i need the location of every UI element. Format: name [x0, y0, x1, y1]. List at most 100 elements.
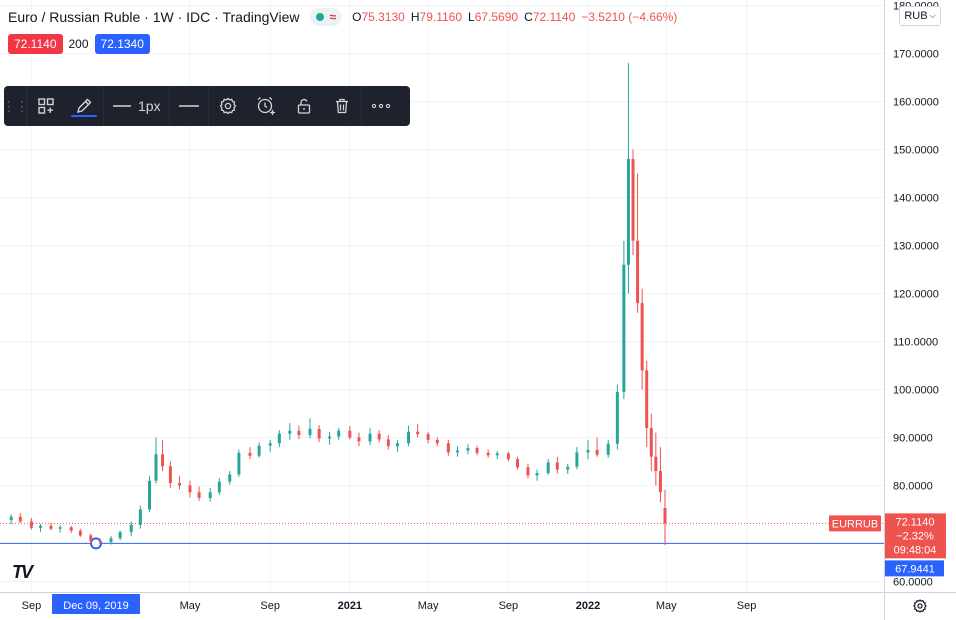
candle-body — [308, 428, 312, 436]
currency-select[interactable]: RUB ⌵ — [899, 6, 941, 26]
candle-body — [649, 427, 653, 457]
spread-value: 200 — [68, 37, 89, 51]
toolbar-divider — [103, 86, 104, 126]
candle — [18, 512, 22, 523]
tradingview-logo[interactable]: TV — [12, 562, 33, 582]
symbol-tag: EURRUB — [832, 518, 878, 530]
toolbar-divider — [168, 86, 170, 126]
symbol-tag-bg — [829, 515, 881, 532]
candle — [58, 525, 62, 533]
candle-body — [288, 430, 292, 434]
candle-body — [368, 433, 372, 442]
candle — [475, 445, 479, 456]
line-style-button[interactable] — [170, 86, 208, 126]
candle-body — [555, 462, 559, 470]
candle — [138, 505, 142, 529]
chart-settings-button[interactable] — [910, 596, 930, 616]
time-tick-label: May — [180, 600, 201, 612]
candle-body — [654, 456, 658, 472]
market-status-pill[interactable]: ≈ — [309, 8, 343, 26]
low-label: L — [468, 10, 475, 24]
candle — [566, 463, 570, 474]
symbol-title[interactable]: Euro / Russian Ruble · 1W · IDC · Tradin… — [8, 9, 300, 25]
chevron-down-icon: ⌵ — [929, 11, 936, 20]
price-tick-label: 100.0000 — [893, 385, 939, 397]
price-tick-label: 80.0000 — [893, 481, 933, 493]
candle-body — [168, 466, 172, 484]
candle — [386, 435, 390, 450]
more-button[interactable] — [362, 86, 400, 126]
candle — [663, 489, 667, 546]
candle — [49, 522, 53, 531]
candle — [268, 439, 272, 452]
line-anchor-handle[interactable] — [90, 537, 102, 550]
drag-handle-icon[interactable]: ⋮⋮ — [2, 97, 29, 114]
candle — [654, 432, 658, 486]
add-alert-button[interactable] — [247, 86, 285, 126]
candle — [546, 459, 550, 475]
candle-body — [109, 538, 113, 543]
candle-body — [337, 430, 341, 437]
candle — [357, 432, 361, 447]
line-width-button[interactable]: 1px — [104, 86, 169, 126]
candle — [407, 425, 411, 447]
candle-body — [636, 240, 640, 304]
candle-body — [277, 433, 281, 444]
candle — [308, 418, 312, 439]
crosshair-date-bg — [52, 594, 140, 614]
candle — [426, 431, 430, 444]
price-tick-label: 60.0000 — [893, 577, 933, 589]
last-change-label: −2.32% — [896, 530, 934, 542]
candle — [277, 430, 281, 448]
candle — [217, 478, 221, 496]
candle-body — [348, 430, 352, 438]
alarm-clock-plus-icon — [257, 96, 275, 115]
price-tick-label: 140.0000 — [893, 193, 939, 205]
candle — [626, 63, 630, 294]
candle-body — [328, 436, 332, 439]
candle — [348, 425, 352, 440]
candle — [368, 427, 372, 446]
toolbar-divider — [207, 86, 209, 126]
candle-body — [416, 431, 420, 435]
candle — [622, 240, 626, 400]
delete-button[interactable] — [323, 86, 361, 126]
candle — [98, 538, 102, 545]
candle-body — [39, 525, 43, 528]
line-color-button[interactable] — [65, 86, 103, 126]
candle-body — [154, 454, 158, 481]
time-tick-label: Sep — [22, 600, 42, 612]
candle — [328, 431, 332, 445]
candle — [39, 523, 43, 533]
candle — [516, 456, 520, 470]
candle — [78, 528, 82, 537]
candle-body — [217, 481, 221, 493]
price-tick-label: 170.0000 — [893, 49, 939, 61]
change-value: −3.5210 (−4.66%) — [581, 10, 678, 24]
settings-button[interactable] — [209, 86, 247, 126]
candle-body — [506, 453, 510, 460]
candle-body — [466, 448, 470, 451]
candle — [188, 480, 192, 498]
candle — [337, 427, 341, 441]
buy-button[interactable]: 72.1340 — [94, 34, 150, 54]
candlestick-series — [0, 63, 884, 546]
line-style-icon — [178, 105, 199, 107]
unlock-icon — [297, 98, 310, 114]
candle-body — [395, 443, 399, 447]
countdown-label: 09:48:04 — [894, 544, 937, 556]
candle-body — [89, 535, 93, 542]
currency-label: RUB — [904, 10, 928, 22]
pencil-icon — [77, 98, 92, 113]
lock-button[interactable] — [285, 86, 323, 126]
templates-icon — [38, 98, 54, 114]
candle — [649, 413, 653, 472]
price-tick-label: 160.0000 — [893, 97, 939, 109]
candle — [606, 439, 610, 458]
high-label: H — [410, 10, 420, 24]
sell-button[interactable]: 72.1140 — [8, 34, 63, 54]
candle-body — [129, 524, 133, 533]
candle — [178, 475, 182, 490]
templates-button[interactable] — [27, 86, 65, 126]
candle — [109, 535, 113, 545]
